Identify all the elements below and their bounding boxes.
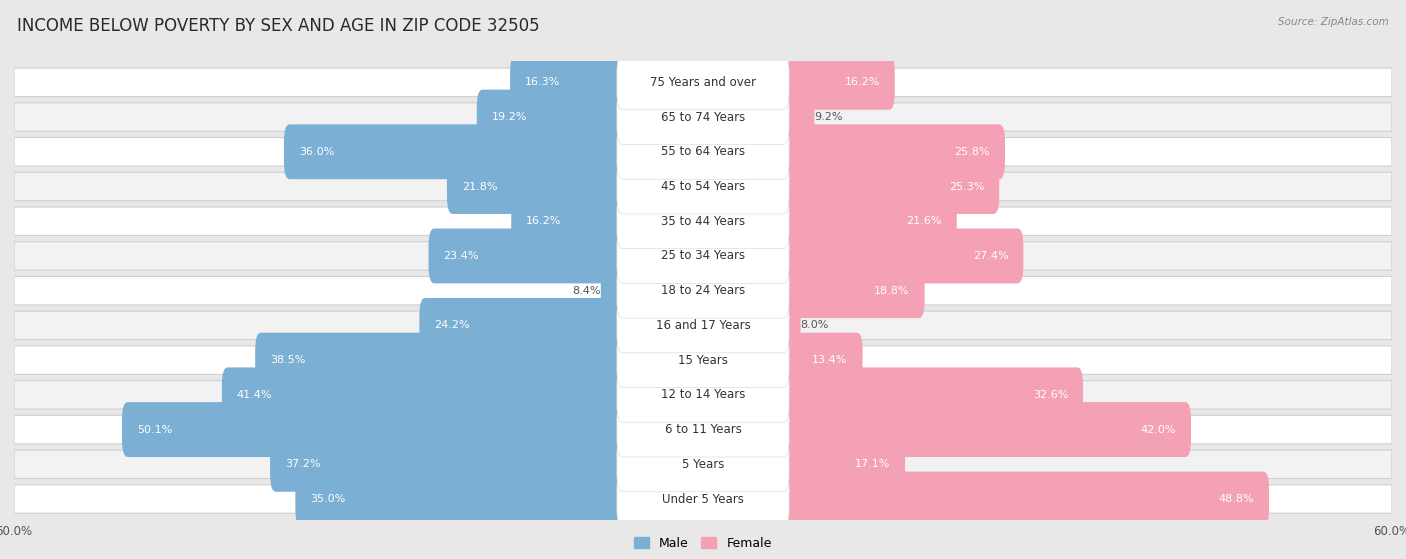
- Text: Under 5 Years: Under 5 Years: [662, 492, 744, 505]
- FancyBboxPatch shape: [14, 485, 1392, 513]
- FancyBboxPatch shape: [14, 241, 1392, 270]
- FancyBboxPatch shape: [14, 311, 1392, 340]
- Text: 48.8%: 48.8%: [1219, 494, 1254, 504]
- Text: 37.2%: 37.2%: [285, 459, 321, 470]
- FancyBboxPatch shape: [617, 194, 789, 249]
- FancyBboxPatch shape: [600, 263, 709, 318]
- Text: 55 to 64 Years: 55 to 64 Years: [661, 145, 745, 158]
- Text: 42.0%: 42.0%: [1140, 425, 1175, 434]
- FancyBboxPatch shape: [447, 159, 709, 214]
- Text: 13.4%: 13.4%: [813, 355, 848, 365]
- FancyBboxPatch shape: [122, 402, 709, 457]
- Text: 8.4%: 8.4%: [572, 286, 600, 296]
- FancyBboxPatch shape: [617, 437, 789, 492]
- Text: 50.1%: 50.1%: [136, 425, 172, 434]
- Text: 16 and 17 Years: 16 and 17 Years: [655, 319, 751, 332]
- FancyBboxPatch shape: [419, 298, 709, 353]
- FancyBboxPatch shape: [14, 103, 1392, 131]
- FancyBboxPatch shape: [617, 229, 789, 283]
- FancyBboxPatch shape: [697, 367, 1083, 422]
- FancyBboxPatch shape: [697, 472, 1270, 527]
- Text: 24.2%: 24.2%: [434, 320, 470, 330]
- Text: 75 Years and over: 75 Years and over: [650, 76, 756, 89]
- FancyBboxPatch shape: [14, 172, 1392, 201]
- FancyBboxPatch shape: [14, 381, 1392, 409]
- FancyBboxPatch shape: [14, 415, 1392, 444]
- Text: 16.3%: 16.3%: [524, 77, 560, 87]
- FancyBboxPatch shape: [697, 402, 1191, 457]
- FancyBboxPatch shape: [697, 89, 814, 144]
- Text: 16.2%: 16.2%: [526, 216, 561, 226]
- Text: 5 Years: 5 Years: [682, 458, 724, 471]
- FancyBboxPatch shape: [617, 298, 789, 353]
- FancyBboxPatch shape: [697, 333, 863, 387]
- FancyBboxPatch shape: [617, 159, 789, 214]
- FancyBboxPatch shape: [512, 194, 709, 249]
- Text: 12 to 14 Years: 12 to 14 Years: [661, 389, 745, 401]
- Text: 16.2%: 16.2%: [845, 77, 880, 87]
- Text: 35 to 44 Years: 35 to 44 Years: [661, 215, 745, 228]
- FancyBboxPatch shape: [617, 472, 789, 527]
- FancyBboxPatch shape: [697, 229, 1024, 283]
- Text: 35.0%: 35.0%: [311, 494, 346, 504]
- FancyBboxPatch shape: [697, 437, 905, 492]
- FancyBboxPatch shape: [697, 55, 894, 110]
- Text: 21.6%: 21.6%: [907, 216, 942, 226]
- Text: 19.2%: 19.2%: [492, 112, 527, 122]
- Text: INCOME BELOW POVERTY BY SEX AND AGE IN ZIP CODE 32505: INCOME BELOW POVERTY BY SEX AND AGE IN Z…: [17, 17, 540, 35]
- Text: 18.8%: 18.8%: [875, 286, 910, 296]
- FancyBboxPatch shape: [697, 159, 1000, 214]
- Text: 45 to 54 Years: 45 to 54 Years: [661, 180, 745, 193]
- FancyBboxPatch shape: [295, 472, 709, 527]
- Text: 17.1%: 17.1%: [855, 459, 890, 470]
- Text: 23.4%: 23.4%: [443, 251, 479, 261]
- FancyBboxPatch shape: [14, 68, 1392, 97]
- FancyBboxPatch shape: [697, 124, 1005, 179]
- FancyBboxPatch shape: [617, 89, 789, 144]
- Text: 21.8%: 21.8%: [461, 182, 498, 192]
- Text: 32.6%: 32.6%: [1033, 390, 1069, 400]
- FancyBboxPatch shape: [256, 333, 709, 387]
- FancyBboxPatch shape: [14, 450, 1392, 479]
- FancyBboxPatch shape: [617, 333, 789, 387]
- FancyBboxPatch shape: [617, 367, 789, 422]
- Text: 27.4%: 27.4%: [973, 251, 1008, 261]
- Text: 18 to 24 Years: 18 to 24 Years: [661, 284, 745, 297]
- FancyBboxPatch shape: [284, 124, 709, 179]
- FancyBboxPatch shape: [617, 124, 789, 179]
- Text: 36.0%: 36.0%: [299, 147, 335, 157]
- FancyBboxPatch shape: [617, 55, 789, 110]
- FancyBboxPatch shape: [697, 194, 956, 249]
- FancyBboxPatch shape: [270, 437, 709, 492]
- FancyBboxPatch shape: [14, 207, 1392, 235]
- FancyBboxPatch shape: [617, 263, 789, 318]
- Text: 6 to 11 Years: 6 to 11 Years: [665, 423, 741, 436]
- FancyBboxPatch shape: [222, 367, 709, 422]
- Text: 65 to 74 Years: 65 to 74 Years: [661, 111, 745, 124]
- Text: 15 Years: 15 Years: [678, 354, 728, 367]
- FancyBboxPatch shape: [617, 402, 789, 457]
- FancyBboxPatch shape: [477, 89, 709, 144]
- FancyBboxPatch shape: [510, 55, 709, 110]
- FancyBboxPatch shape: [429, 229, 709, 283]
- FancyBboxPatch shape: [697, 298, 800, 353]
- FancyBboxPatch shape: [14, 138, 1392, 166]
- Legend: Male, Female: Male, Female: [630, 532, 776, 555]
- Text: 25 to 34 Years: 25 to 34 Years: [661, 249, 745, 263]
- Text: 25.8%: 25.8%: [955, 147, 990, 157]
- Text: 38.5%: 38.5%: [270, 355, 305, 365]
- Text: 9.2%: 9.2%: [814, 112, 842, 122]
- Text: 8.0%: 8.0%: [800, 320, 830, 330]
- Text: 25.3%: 25.3%: [949, 182, 984, 192]
- Text: 41.4%: 41.4%: [236, 390, 273, 400]
- FancyBboxPatch shape: [697, 263, 925, 318]
- Text: Source: ZipAtlas.com: Source: ZipAtlas.com: [1278, 17, 1389, 27]
- FancyBboxPatch shape: [14, 277, 1392, 305]
- FancyBboxPatch shape: [14, 346, 1392, 375]
